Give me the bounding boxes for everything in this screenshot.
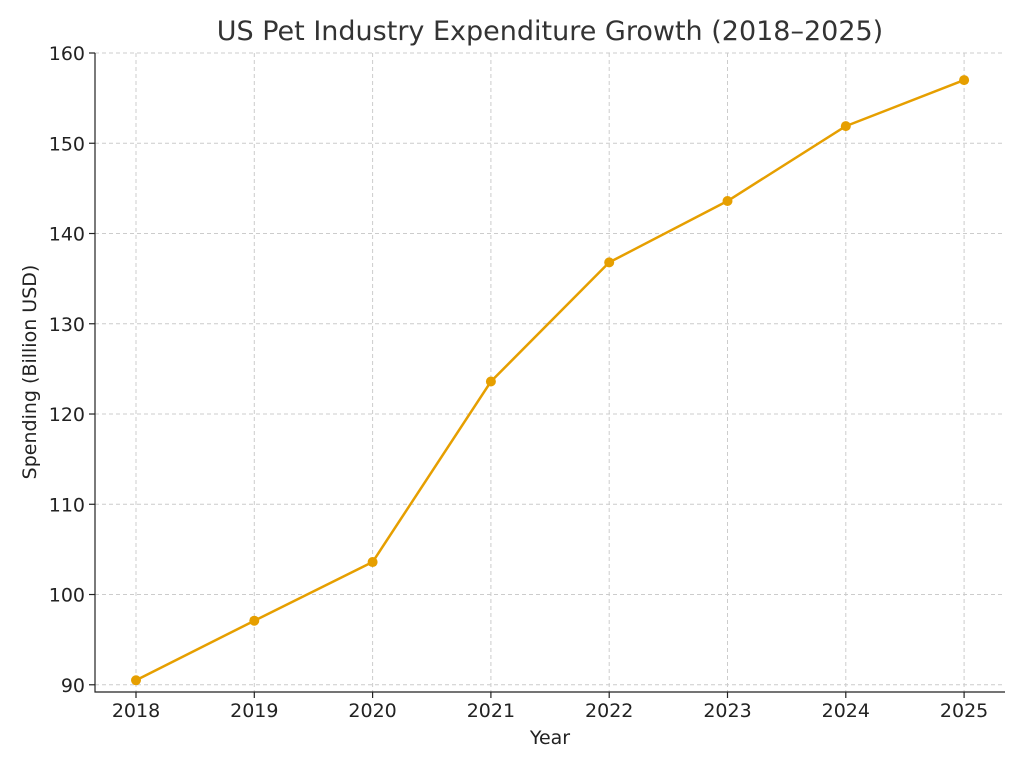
y-tick-label: 90 xyxy=(61,675,85,697)
y-tick-label: 110 xyxy=(49,494,85,516)
x-tick-label: 2018 xyxy=(112,700,160,722)
y-tick-label: 100 xyxy=(49,585,85,607)
x-tick-label: 2022 xyxy=(585,700,633,722)
x-axis-label: Year xyxy=(529,727,570,749)
chart-title: US Pet Industry Expenditure Growth (2018… xyxy=(217,16,883,47)
x-tick-label: 2021 xyxy=(467,700,515,722)
data-point xyxy=(604,257,615,268)
y-tick-label: 160 xyxy=(49,43,85,65)
series-line xyxy=(134,78,966,682)
plot-frame-axes xyxy=(94,53,1005,693)
y-tick-label: 130 xyxy=(49,314,85,336)
series xyxy=(131,75,970,686)
data-point xyxy=(840,121,851,132)
x-tick-label: 2025 xyxy=(940,700,988,722)
x-tick-label: 2024 xyxy=(822,700,870,722)
y-tick-label: 120 xyxy=(49,404,85,426)
tick-labels: 2018 2019 2020 2021 2022 2023 2024 2025 90 100 110… xyxy=(49,43,989,722)
axes xyxy=(94,53,1005,693)
y-axis-label: Spending (Billion USD) xyxy=(19,265,41,480)
data-point xyxy=(249,615,260,626)
data-point xyxy=(367,557,378,568)
x-tick-label: 2020 xyxy=(348,700,396,722)
y-tick-label: 140 xyxy=(49,224,85,246)
data-point xyxy=(131,675,141,686)
x-tick-label: 2019 xyxy=(230,700,278,722)
data-point xyxy=(485,376,496,387)
data-point xyxy=(722,196,733,207)
x-tick-label: 2023 xyxy=(703,700,751,722)
y-tick-label: 150 xyxy=(49,133,85,155)
grid xyxy=(95,52,1005,692)
data-point xyxy=(959,75,970,86)
